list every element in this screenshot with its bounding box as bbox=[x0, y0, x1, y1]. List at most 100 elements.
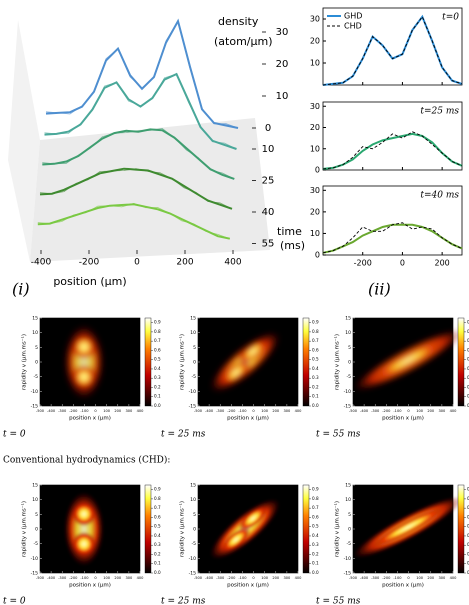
y-tick-label: -5 bbox=[347, 374, 352, 380]
colorbar-tick-label: 0.2 bbox=[154, 551, 161, 556]
colorbar-tick-label: 0.7 bbox=[154, 505, 161, 510]
density-trace-noisy bbox=[42, 128, 235, 180]
heatmap-blob bbox=[238, 505, 268, 531]
x-tick-label: 100 bbox=[103, 409, 111, 413]
colorbar-tick-label: 0.0 bbox=[154, 403, 161, 408]
x-tick-label: 300 bbox=[283, 576, 291, 580]
y-tick-label: -5 bbox=[192, 541, 197, 547]
x-tick-label: -400 bbox=[360, 576, 369, 580]
colorbar-tick-label: 0.2 bbox=[154, 384, 161, 389]
x-tick-label: -500 bbox=[194, 576, 203, 580]
y-axis-label: rapidity v (μm.ms⁻¹) bbox=[179, 334, 186, 390]
y-tick-label: 20 bbox=[310, 37, 320, 46]
chd-line bbox=[322, 131, 463, 170]
density-trace-noisy bbox=[39, 168, 233, 210]
y-tick-label: 10 bbox=[190, 330, 196, 336]
y-tick-label: -15 bbox=[344, 571, 351, 577]
colorbar-tick-label: 0.2 bbox=[312, 551, 319, 556]
x-axis-label: position (μm) bbox=[53, 275, 126, 288]
x-tick-label: 100 bbox=[416, 409, 424, 413]
colorbar bbox=[144, 484, 152, 574]
x-tick-label: 300 bbox=[283, 409, 291, 413]
x-tick-label: -500 bbox=[194, 409, 203, 413]
colorbar-tick-label: 0.4 bbox=[312, 533, 319, 538]
y-tick-label: 0 bbox=[348, 527, 351, 533]
x-tick-label: -400 bbox=[360, 409, 369, 413]
colorbar bbox=[457, 484, 465, 574]
colorbar-tick-label: 0.9 bbox=[467, 320, 469, 325]
heatmap-image bbox=[353, 496, 463, 559]
colorbar-tick-label: 0.9 bbox=[154, 487, 161, 492]
y-tick-label: -5 bbox=[347, 541, 352, 547]
density-trace-noisy bbox=[44, 73, 237, 150]
heatmap-image bbox=[64, 325, 104, 399]
panel-label: (ii) bbox=[368, 280, 391, 299]
legend-label: CHD bbox=[344, 22, 362, 31]
x-tick-label: -500 bbox=[36, 576, 45, 580]
colorbar-tick-label: 0.5 bbox=[312, 524, 319, 529]
y-tick-label: 0 bbox=[315, 251, 320, 260]
x-tick-label: -300 bbox=[58, 409, 67, 413]
y-tick-label: -10 bbox=[344, 556, 351, 562]
colorbar-tick-label: 0.9 bbox=[312, 320, 319, 325]
x-tick-label: 200 bbox=[176, 258, 193, 268]
ghd-line bbox=[322, 223, 463, 254]
x-tick-label: 300 bbox=[125, 576, 133, 580]
y-tick-label: 15 bbox=[32, 316, 38, 322]
time-tick-label: 10 bbox=[262, 144, 275, 155]
colorbar-tick-label: 0.6 bbox=[154, 347, 161, 352]
y-tick-label: 10 bbox=[310, 229, 320, 238]
y-tick-label: 10 bbox=[190, 497, 196, 503]
x-tick-label: 100 bbox=[261, 409, 269, 413]
x-tick-label: 0 bbox=[407, 576, 410, 580]
caption: t = 0 bbox=[3, 597, 26, 605]
time-label: t=0 bbox=[442, 13, 459, 23]
x-axis-label: position x (μm) bbox=[227, 416, 269, 422]
y-tick-label: 0 bbox=[193, 360, 196, 366]
y-axis-label: rapidity v (μm.ms⁻¹) bbox=[179, 501, 186, 557]
colorbar-tick-label: 0.5 bbox=[467, 524, 469, 529]
y-tick-label: -15 bbox=[344, 404, 351, 410]
y-tick-label: 0 bbox=[35, 360, 38, 366]
heatmap-blob bbox=[72, 531, 96, 557]
y-tick-label: -15 bbox=[31, 404, 38, 410]
x-tick-label: 400 bbox=[224, 258, 241, 268]
x-tick-label: 400 bbox=[137, 409, 145, 413]
colorbar bbox=[302, 484, 310, 574]
colorbar-tick-label: 0.5 bbox=[467, 357, 469, 362]
x-tick-label: -300 bbox=[371, 576, 380, 580]
z-tick-label: 20 bbox=[276, 59, 289, 70]
colorbar-tick-label: 0.5 bbox=[312, 357, 319, 362]
x-tick-label: -300 bbox=[58, 576, 67, 580]
y-tick-label: -10 bbox=[189, 556, 196, 562]
time-tick-label: 0 bbox=[265, 123, 271, 134]
colorbar-tick-label: 0.1 bbox=[467, 394, 469, 399]
time-tick-label: 55 bbox=[262, 239, 275, 250]
x-tick-label: -200 bbox=[79, 258, 100, 268]
y-tick-label: -15 bbox=[31, 571, 38, 577]
y-tick-label: 10 bbox=[345, 497, 351, 503]
colorbar-tick-label: 0.8 bbox=[154, 329, 161, 334]
heatmap-image bbox=[210, 331, 280, 393]
colorbar-tick-label: 0.9 bbox=[467, 487, 469, 492]
chd-line bbox=[322, 15, 463, 86]
y-tick-label: 30 bbox=[310, 102, 320, 111]
colorbar-tick-label: 0.6 bbox=[467, 347, 469, 352]
y-tick-label: 20 bbox=[310, 123, 320, 132]
x-tick-label: 400 bbox=[450, 576, 458, 580]
colorbar-tick-label: 0.0 bbox=[154, 570, 161, 575]
colorbar-tick-label: 0.0 bbox=[312, 403, 319, 408]
y-tick-label: 10 bbox=[32, 330, 38, 336]
x-tick-label: 400 bbox=[295, 409, 303, 413]
x-axis-label: position x (μm) bbox=[382, 416, 424, 422]
colorbar-tick-label: 0.6 bbox=[154, 514, 161, 519]
colorbar-tick-label: 0.8 bbox=[154, 496, 161, 501]
y-tick-label: 20 bbox=[310, 207, 320, 216]
colorbar-tick-label: 0.3 bbox=[154, 542, 161, 547]
x-tick-label: 200 bbox=[427, 409, 435, 413]
colorbar-tick-label: 0.0 bbox=[467, 403, 469, 408]
heatmap-blob bbox=[72, 364, 96, 390]
y-tick-label: 10 bbox=[32, 497, 38, 503]
x-tick-label: 200 bbox=[272, 576, 280, 580]
plot-frame bbox=[322, 7, 463, 86]
